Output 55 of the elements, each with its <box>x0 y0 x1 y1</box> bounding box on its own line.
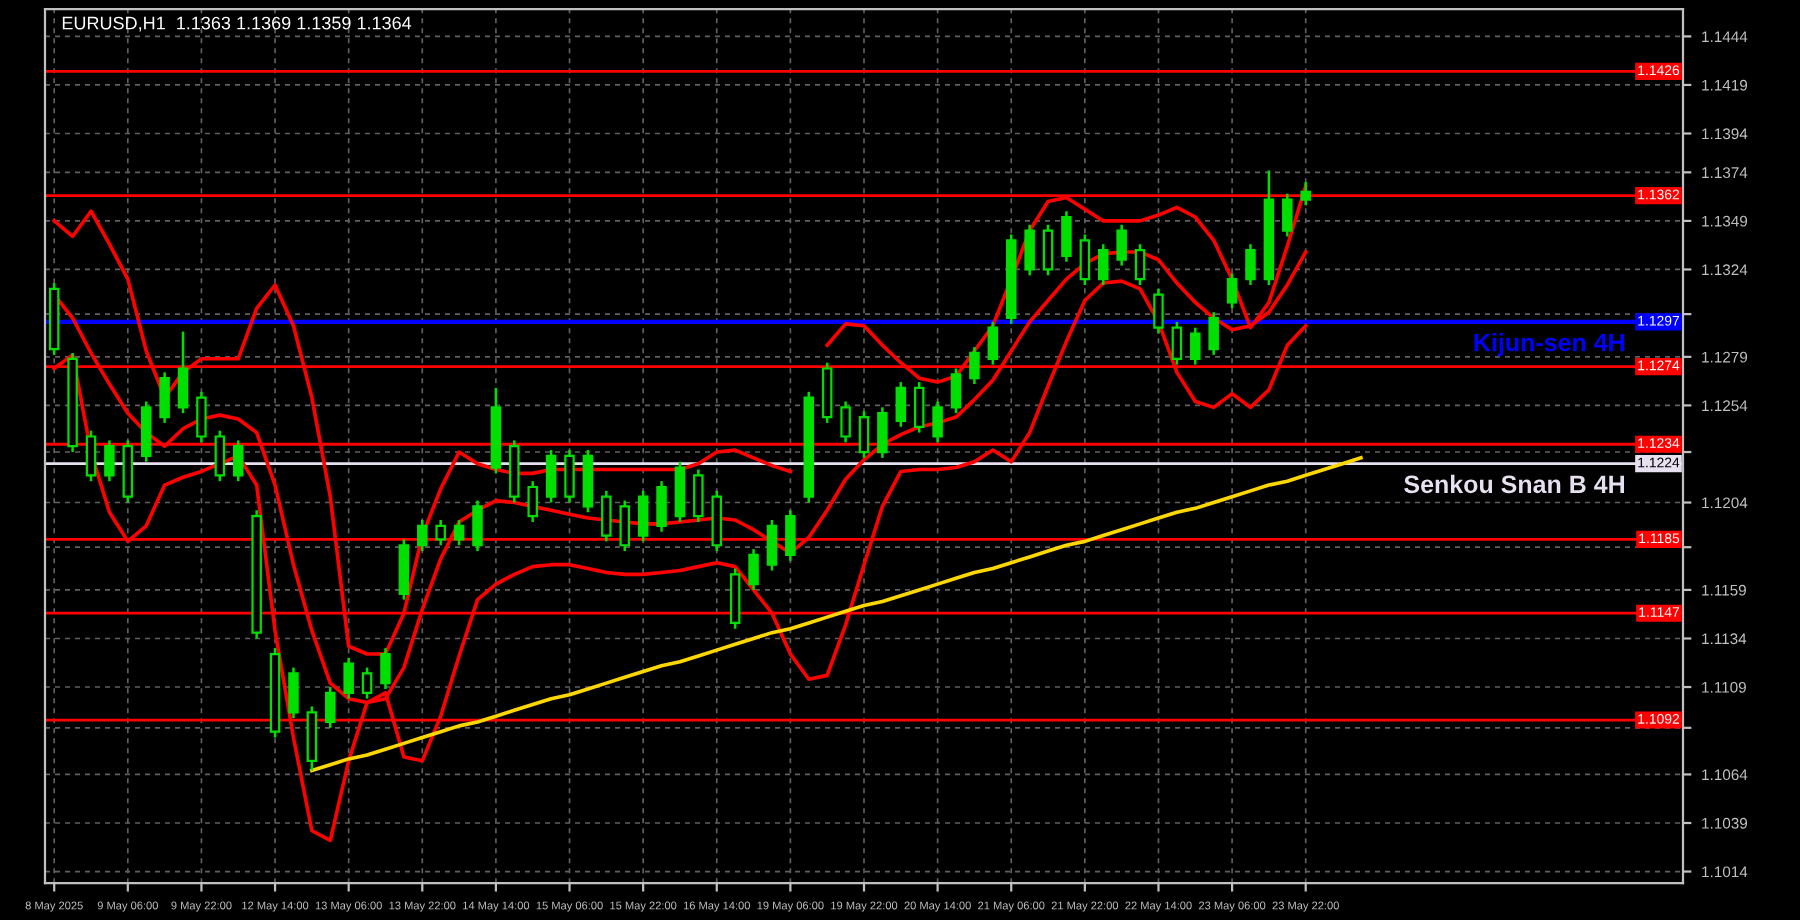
candlestick <box>214 429 226 483</box>
candlestick <box>932 400 943 444</box>
candlestick <box>177 330 189 415</box>
candlestick <box>196 390 207 444</box>
candlestick <box>564 448 575 504</box>
candlestick <box>472 499 483 553</box>
candlestick <box>233 439 244 483</box>
candlestick <box>380 646 391 691</box>
annotation: Kijun-sen 4H <box>1474 333 1624 357</box>
candlestick <box>104 439 115 483</box>
candlestick <box>1300 180 1311 207</box>
candlestick <box>877 406 888 460</box>
candlestick <box>1116 223 1127 267</box>
candlestick <box>858 409 870 460</box>
candlestick <box>527 479 538 524</box>
candlestick <box>1226 272 1238 310</box>
candlestick <box>1171 320 1183 366</box>
candlestick <box>913 380 925 434</box>
candlestick <box>1061 209 1072 263</box>
candlestick <box>1098 242 1109 287</box>
line-series <box>310 456 1363 773</box>
chart-title: EURUSD,H1 1.1363 1.1369 1.1359 1.1364 <box>62 16 412 32</box>
candlestick <box>895 380 907 429</box>
candlestick <box>748 547 759 592</box>
candlestick <box>656 479 667 533</box>
candlestick <box>417 518 428 553</box>
candlestick <box>159 371 170 425</box>
candlestick <box>1134 242 1146 287</box>
candlestick <box>545 448 557 504</box>
candlestick <box>453 518 465 547</box>
candlestick <box>435 518 446 547</box>
annotation: Senkou Snan B 4H <box>1404 474 1624 494</box>
candlestick <box>325 685 336 730</box>
candlestick <box>1208 310 1219 357</box>
candlestick <box>1042 223 1054 277</box>
candlestick <box>601 489 612 543</box>
candlestick <box>987 320 999 366</box>
candlestick <box>1245 242 1256 287</box>
candlestick <box>785 509 796 563</box>
candlestick <box>969 345 980 386</box>
candlestick <box>1079 233 1091 287</box>
candlestick <box>637 489 649 543</box>
candlestick <box>1024 223 1035 277</box>
candlestick <box>343 656 354 700</box>
candlestick <box>619 499 630 553</box>
candlestick <box>766 518 778 572</box>
candlestick <box>693 468 704 524</box>
candlestick <box>1190 326 1201 366</box>
candlestick <box>840 400 851 444</box>
candlestick <box>85 429 97 483</box>
candlestick <box>288 666 299 720</box>
candlestick <box>1282 192 1293 238</box>
candlestick <box>361 666 373 700</box>
candlestick <box>950 367 962 415</box>
candlestick <box>1153 287 1164 335</box>
